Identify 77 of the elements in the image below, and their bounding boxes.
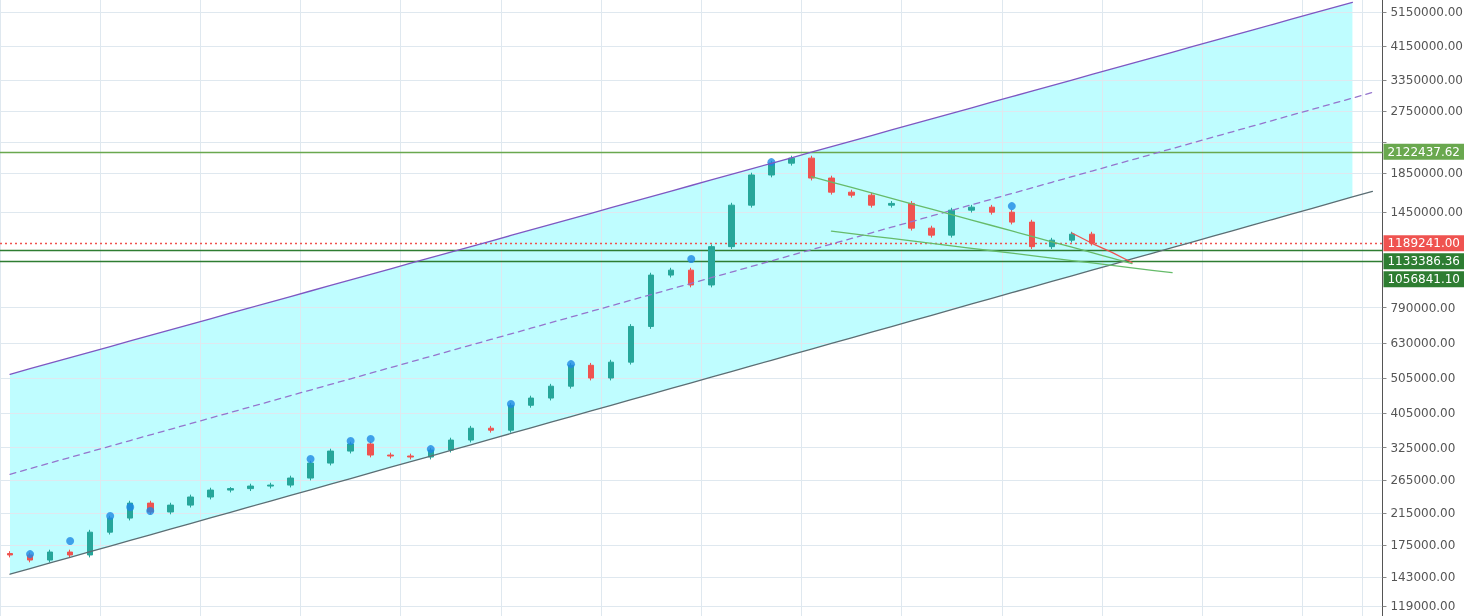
point xyxy=(366,435,375,444)
candlestick xyxy=(1069,231,1075,243)
y-tick-label: 790000.00 xyxy=(1390,300,1456,315)
point xyxy=(306,455,315,464)
candlestick xyxy=(167,502,174,515)
candlestick xyxy=(407,453,414,460)
candlestick xyxy=(848,189,855,199)
y-tick-label: 1850000.00 xyxy=(1390,166,1463,181)
candlestick xyxy=(708,243,715,288)
y-tick-label: 215000.00 xyxy=(1390,505,1456,520)
candlestick xyxy=(688,267,694,288)
y-tick-label: 143000.00 xyxy=(1390,570,1456,585)
y-tick-label: 4150000.00 xyxy=(1390,39,1463,54)
line-series xyxy=(9,190,1374,575)
candlestick xyxy=(207,487,214,500)
candlestick xyxy=(7,550,13,558)
ref-line-label: 1189241.00 xyxy=(1387,236,1460,251)
candlestick xyxy=(588,362,594,381)
candlestick xyxy=(948,207,955,239)
point xyxy=(126,503,135,512)
candlestick xyxy=(888,200,895,209)
candlestick xyxy=(648,272,654,330)
candlestick xyxy=(808,155,815,181)
ref-line-label: 1133386.36 xyxy=(1387,254,1460,269)
y-tick-label: 630000.00 xyxy=(1390,336,1456,351)
candlestick xyxy=(968,204,975,214)
candlestick xyxy=(548,383,554,401)
y-tick-label: 2750000.00 xyxy=(1390,103,1463,118)
candlestick xyxy=(908,200,915,232)
point xyxy=(567,360,576,369)
line-series xyxy=(9,1,1354,375)
point xyxy=(426,445,435,454)
candlestick xyxy=(989,204,995,216)
line-series xyxy=(810,175,1133,265)
candlestick xyxy=(628,323,634,366)
y-tick-label: 3350000.00 xyxy=(1390,72,1463,87)
point xyxy=(26,550,35,559)
candlestick xyxy=(748,172,755,209)
point xyxy=(146,507,155,516)
point xyxy=(506,400,515,409)
candlestick xyxy=(247,483,254,492)
y-tick-label: 119000.00 xyxy=(1390,599,1456,614)
candlestick xyxy=(668,267,674,278)
candlestick xyxy=(267,482,274,489)
y-tick-label: 405000.00 xyxy=(1390,405,1456,420)
point xyxy=(1007,202,1016,211)
point xyxy=(106,512,115,521)
y-tick-label: 5150000.00 xyxy=(1390,5,1463,20)
point xyxy=(687,255,696,264)
point xyxy=(346,437,355,446)
candlestick xyxy=(47,549,53,563)
ref-line-label: 1056841.10 xyxy=(1387,272,1460,287)
candlestick xyxy=(608,359,614,381)
y-tick-label: 1450000.00 xyxy=(1390,204,1463,219)
candlestick xyxy=(868,192,875,209)
candlestick xyxy=(327,448,334,466)
candlestick xyxy=(67,549,73,558)
candlestick xyxy=(828,175,835,196)
y-tick-label: 325000.00 xyxy=(1390,440,1456,455)
line-series xyxy=(9,91,1374,475)
y-tick-label: 175000.00 xyxy=(1390,538,1456,553)
candlestick xyxy=(468,425,474,443)
y-tick-label: 265000.00 xyxy=(1390,472,1456,487)
line-series xyxy=(830,230,1173,274)
candlestick xyxy=(528,395,534,409)
candlestick xyxy=(287,475,294,488)
candlestick xyxy=(87,529,93,558)
candlestick xyxy=(928,225,935,239)
candlestick xyxy=(187,494,194,509)
ref-line-label: 2122437.62 xyxy=(1387,144,1460,159)
point xyxy=(66,537,75,546)
candlestick xyxy=(387,452,394,459)
y-tick-label: 505000.00 xyxy=(1390,371,1456,386)
candlestick xyxy=(227,486,234,493)
candlestick xyxy=(448,437,454,453)
candlestick xyxy=(488,425,494,434)
candlestick xyxy=(728,202,735,250)
